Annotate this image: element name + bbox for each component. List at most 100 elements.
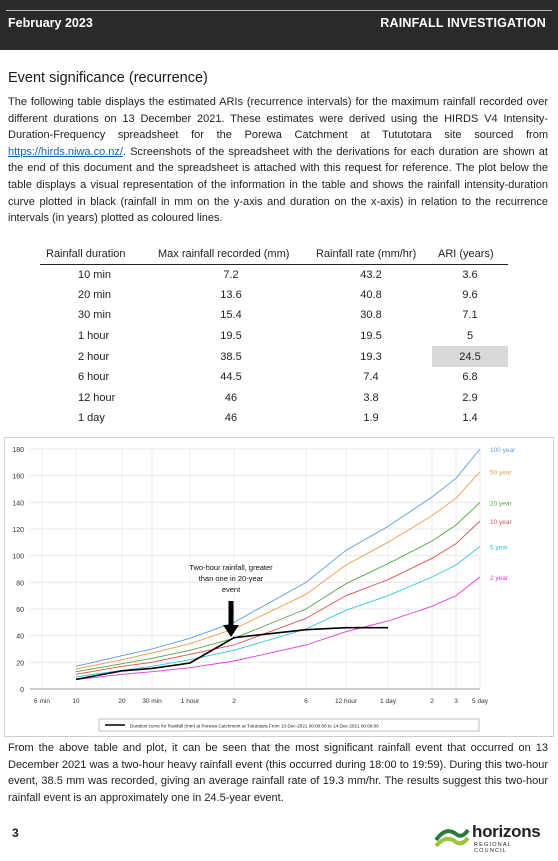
table-cell: 43.2 — [360, 268, 382, 281]
intro-text-after: . Screenshots of the spreadsheet with th… — [8, 145, 548, 225]
conclusion-paragraph: From the above table and plot, it can be… — [8, 742, 548, 804]
x-tick-label: 1 day — [380, 698, 397, 705]
chart-frame — [4, 437, 554, 737]
y-tick-label: 40 — [16, 634, 24, 641]
legend-text: Duration curve for Rainfall (mm) at Pore… — [130, 724, 379, 729]
table-cell: 7.1 — [462, 309, 478, 322]
x-tick-label: 2 — [232, 698, 236, 705]
table-cell: 44.5 — [220, 371, 242, 384]
table-row: 30 min 15.4 30.8 7.1 — [40, 305, 508, 326]
table-cell: 24.5 — [432, 346, 508, 367]
x-tick-label: 10 — [72, 698, 80, 705]
col-header-duration: Rainfall duration — [40, 244, 152, 265]
annotation-line: event — [222, 585, 241, 594]
annotation-text: Two-hour rainfall, greater than one in 20… — [189, 563, 273, 594]
table-cell: 38.5 — [220, 350, 242, 363]
table-cell: 46 — [224, 412, 238, 425]
y-tick-label: 80 — [16, 580, 24, 587]
y-tick-label: 180 — [12, 447, 24, 454]
series-label: 50 year — [490, 470, 513, 477]
table-cell: 30.8 — [360, 309, 382, 322]
table-cell: 6.8 — [462, 371, 478, 384]
table-row: 1 day 46 1.9 1.4 — [40, 408, 508, 429]
series-label: 10 year — [490, 519, 513, 526]
col-header-rate: Rainfall rate (mm/hr) — [310, 244, 432, 265]
ari-series-line — [75, 448, 481, 667]
table-cell: 40.8 — [360, 288, 382, 301]
y-tick-label: 160 — [12, 474, 24, 481]
y-tick-label: 20 — [16, 660, 24, 667]
series-label: 2 year — [490, 575, 509, 582]
ari-table: Rainfall duration Max rainfall recorded … — [40, 244, 508, 429]
y-tick-label: 120 — [12, 527, 24, 534]
intro-text-before: The following table displays the estimat… — [8, 96, 548, 142]
y-tick-label: 140 — [12, 500, 24, 507]
header-rule — [6, 10, 552, 38]
table-cell: 30 min — [78, 309, 112, 322]
table-cell: 46 — [224, 391, 238, 404]
table-cell: 2.9 — [462, 391, 478, 404]
table-row: 10 min 7.2 43.2 3.6 — [40, 264, 508, 285]
x-tick-label: 30 min — [142, 698, 162, 705]
table-row: 1 hour 19.5 19.5 5 — [40, 326, 508, 347]
table-cell: 7.2 — [223, 268, 239, 281]
header-section-title: RAINFALL INVESTIGATION — [380, 16, 546, 30]
y-tick-label: 0 — [20, 687, 24, 694]
idf-chart: 0 20 40 60 80 100 120 140 160 180 6 min 10 20 30 min 1… — [4, 437, 554, 737]
x-tick-label: 1 hour — [181, 698, 200, 705]
table-cell: 1.9 — [363, 412, 379, 425]
header-date: February 2023 — [8, 16, 93, 30]
table-cell: 9.6 — [462, 288, 478, 301]
table-cell: 15.4 — [220, 309, 242, 322]
table-cell: 12 hour — [78, 391, 116, 404]
x-tick-label: 20 — [118, 698, 126, 705]
section-heading: Event significance (recurrence) — [8, 70, 208, 86]
table-row: 12 hour 46 3.8 2.9 — [40, 388, 508, 409]
x-tick-label: 6 — [304, 698, 308, 705]
logo-mark-icon — [434, 828, 470, 848]
ari-series-line — [75, 471, 481, 670]
annotation-line: than one in 20-year — [199, 574, 264, 583]
y-tick-label: 60 — [16, 607, 24, 614]
x-tick-label: 5 day — [472, 698, 489, 705]
duration-curve-line — [75, 626, 388, 681]
series-label: 20 year — [490, 500, 513, 507]
table-cell: 2 hour — [78, 350, 110, 363]
horizons-logo: horizons REGIONAL COUNCIL — [432, 820, 542, 854]
page-number: 3 — [12, 826, 19, 840]
table-row: 6 hour 44.5 7.4 6.8 — [40, 367, 508, 388]
table-cell: 1.4 — [462, 412, 478, 425]
table-cell: 13.6 — [220, 288, 242, 301]
col-header-ari: ARI (years) — [432, 244, 508, 265]
table-cell: 7.4 — [363, 371, 379, 384]
table-row: 20 min 13.6 40.8 9.6 — [40, 285, 508, 306]
table-row: 2 hour 38.5 19.3 24.5 — [40, 346, 508, 367]
table-cell: 1 day — [78, 412, 105, 425]
col-header-max-rainfall: Max rainfall recorded (mm) — [152, 244, 310, 265]
logo-subtitle: REGIONAL COUNCIL — [474, 842, 512, 854]
table-cell: 19.3 — [360, 350, 382, 363]
hirds-link[interactable]: https://hirds.niwa.co.nz/ — [8, 145, 123, 158]
table-cell: 19.5 — [220, 330, 242, 343]
page-header — [0, 0, 558, 50]
y-tick-label: 100 — [12, 554, 24, 561]
ari-series-line — [75, 502, 481, 673]
annotation-line: Two-hour rainfall, greater — [189, 563, 273, 572]
table-cell: 3.6 — [462, 268, 478, 281]
intro-paragraph: The following table displays the estimat… — [8, 94, 548, 227]
x-tick-label: 3 — [454, 698, 458, 705]
table-cell: 5 — [466, 330, 474, 343]
logo-wordmark: horizons — [472, 822, 541, 841]
table-cell: 20 min — [78, 288, 112, 301]
table-cell: 19.5 — [360, 330, 382, 343]
annotation-arrowhead — [223, 625, 239, 637]
table-cell: 1 hour — [78, 330, 110, 343]
series-label: 100 year — [490, 447, 516, 454]
idf-chart-svg: 0 20 40 60 80 100 120 140 160 180 6 min 10 20 30 min 1… — [4, 437, 554, 737]
x-tick-label: 6 min — [34, 698, 50, 705]
table-cell: 3.8 — [363, 391, 379, 404]
ari-series-line — [75, 576, 481, 681]
series-label: 5 year — [490, 544, 509, 551]
x-tick-label: 12 hour — [335, 698, 358, 705]
table-cell: 10 min — [78, 268, 112, 281]
